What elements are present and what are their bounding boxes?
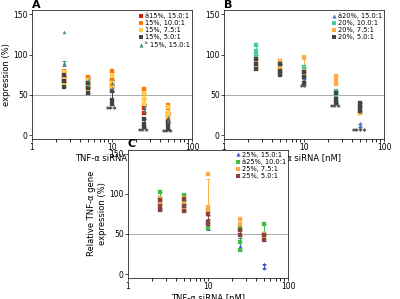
Text: **: ** — [300, 84, 308, 93]
Legend: â15%, 15.0:1, 15%, 10.0:1, 15%, 7.5:1, 15%, 5.0:1, ᵇ 15%, 15.0:1: â15%, 15.0:1, 15%, 10.0:1, 15%, 7.5:1, 1… — [139, 12, 191, 49]
Y-axis label: Relative TNF-α gene
expression (%): Relative TNF-α gene expression (%) — [0, 32, 10, 118]
Text: C: C — [128, 139, 136, 149]
Legend: 25%, 15.0:1, â25%, 10.0:1, 25%, 7.5:1, 25%, 5.0:1: 25%, 15.0:1, â25%, 10.0:1, 25%, 7.5:1, 2… — [236, 151, 287, 180]
Text: ***: *** — [106, 106, 118, 115]
X-axis label: TNF-α siRNA [nM]: TNF-α siRNA [nM] — [171, 293, 245, 299]
Text: ****: **** — [352, 128, 368, 137]
X-axis label: TNF-α siRNA [nM]: TNF-α siRNA [nM] — [267, 154, 341, 163]
Text: ***: *** — [330, 104, 342, 114]
Text: B: B — [224, 0, 232, 10]
Y-axis label: Relative TNF-α gene
expression (%): Relative TNF-α gene expression (%) — [87, 171, 106, 257]
Text: ***: *** — [138, 128, 150, 137]
Text: A: A — [32, 0, 41, 10]
X-axis label: TNF-α siRNA [nM]: TNF-α siRNA [nM] — [75, 154, 149, 163]
Text: ***: *** — [162, 129, 174, 138]
Legend: â20%, 15.0:1, 20%, 10.0:1, 20%, 7.5:1, 20%, 5.0:1: â20%, 15.0:1, 20%, 10.0:1, 20%, 7.5:1, 2… — [332, 12, 383, 41]
